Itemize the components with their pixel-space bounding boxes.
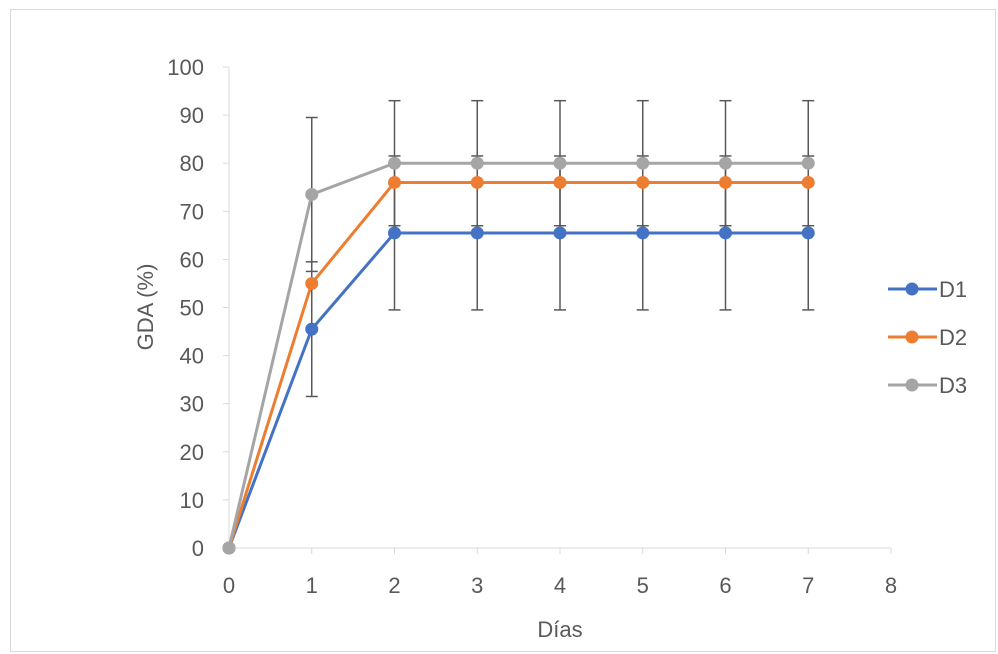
x-tick-label: 5 [637,573,649,598]
x-tick-label: 4 [554,573,566,598]
data-point-d1 [636,226,650,240]
chart-frame [10,9,996,652]
legend-marker-d2 [905,330,919,344]
data-point-d1 [305,322,319,336]
y-tick-label: 10 [180,488,204,513]
legend-marker-d1 [905,282,919,296]
y-tick-label: 40 [180,344,204,369]
data-point-d3 [470,156,484,170]
axes: 0 10 20 30 40 50 60 70 80 90 100 0 1 2 3 4 5 6 7 8 [167,55,897,598]
data-point-d2 [470,175,484,189]
legend-label-d3: D3 [939,373,967,398]
data-point-d1 [470,226,484,240]
x-tick-label: 2 [388,573,400,598]
x-tick-label: 7 [802,573,814,598]
legend-label-d2: D2 [939,325,967,350]
y-tick-label: 50 [180,296,204,321]
y-tick-label: 0 [192,536,204,561]
series-lines [227,161,809,549]
data-point-d3 [305,187,319,201]
legend-label-d1: D1 [939,277,967,302]
data-point-d3 [388,156,401,170]
y-tick-label: 20 [180,440,204,465]
data-point-d1 [801,226,815,240]
series-line-d1 [227,231,809,549]
y-tick-label: 90 [180,103,204,128]
y-tick-label: 100 [167,55,204,80]
data-point-d2 [388,175,401,189]
data-point-d3 [222,541,236,555]
legend: D1 D2 D3 [888,277,967,398]
y-axis-title: GDA (%) [133,264,158,351]
data-point-d2 [636,175,650,189]
data-point-d2 [719,175,732,189]
x-tick-label: 3 [471,573,483,598]
data-point-d3 [801,156,815,170]
data-point-d1 [553,226,567,240]
series-line-d2 [227,180,809,549]
x-tick-label: 1 [306,573,318,598]
data-point-d2 [305,276,319,290]
data-point-d3 [719,156,732,170]
x-axis-title: Días [537,617,582,642]
data-point-d2 [801,175,815,189]
y-tick-label: 60 [180,247,204,272]
series-points [222,156,815,555]
data-point-d1 [719,226,732,240]
data-point-d2 [553,175,567,189]
data-point-d3 [636,156,650,170]
y-tick-label: 70 [180,199,204,224]
legend-marker-d3 [905,378,919,392]
x-tick-label: 6 [719,573,731,598]
x-tick-label: 0 [223,573,235,598]
y-tick-label: 30 [180,392,204,417]
y-tick-label: 80 [180,151,204,176]
data-point-d3 [553,156,567,170]
x-tick-label: 8 [885,573,897,598]
data-point-d1 [388,226,401,240]
series-line-d3 [227,161,809,549]
